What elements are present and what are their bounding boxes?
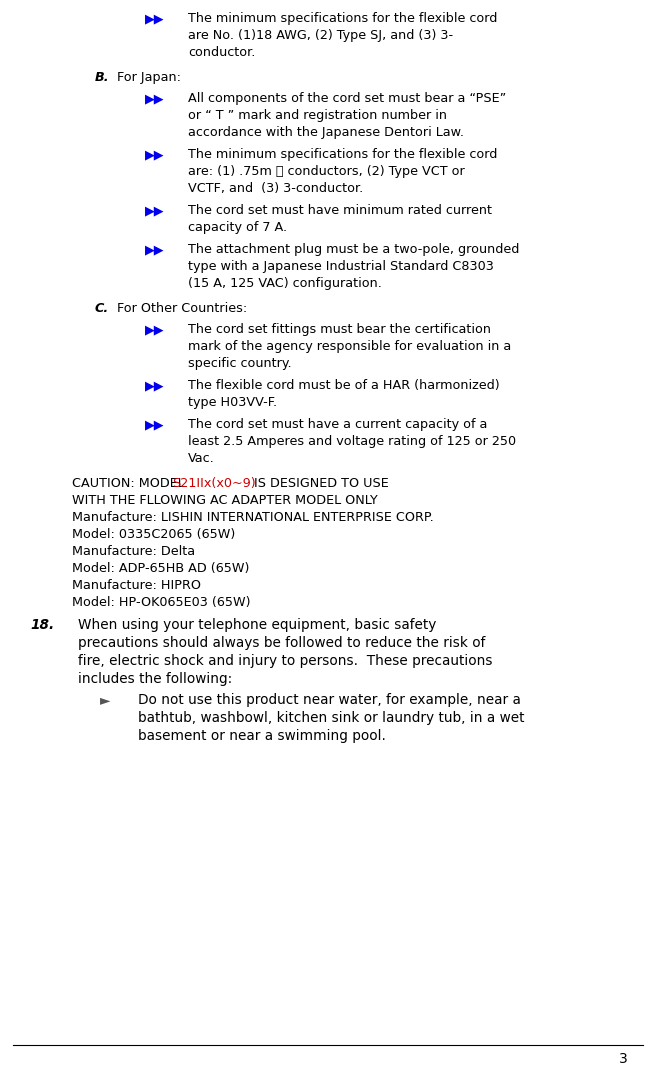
Text: are No. (1)18 AWG, (2) Type SJ, and (3) 3-: are No. (1)18 AWG, (2) Type SJ, and (3) … — [188, 29, 453, 42]
Text: fire, electric shock and injury to persons.  These precautions: fire, electric shock and injury to perso… — [78, 654, 493, 668]
Text: includes the following:: includes the following: — [78, 672, 232, 686]
Text: ▶▶: ▶▶ — [145, 92, 165, 105]
Text: or “ T ” mark and registration number in: or “ T ” mark and registration number in — [188, 109, 447, 121]
Text: Model: HP-OK065E03 (65W): Model: HP-OK065E03 (65W) — [72, 596, 251, 610]
Text: ▶▶: ▶▶ — [145, 12, 165, 25]
Text: B.: B. — [95, 71, 110, 84]
Text: Manufacture: LISHIN INTERNATIONAL ENTERPRISE CORP.: Manufacture: LISHIN INTERNATIONAL ENTERP… — [72, 511, 434, 524]
Text: WITH THE FLLOWING AC ADAPTER MODEL ONLY: WITH THE FLLOWING AC ADAPTER MODEL ONLY — [72, 494, 378, 507]
Text: For Japan:: For Japan: — [117, 71, 181, 84]
Text: ▶▶: ▶▶ — [145, 322, 165, 336]
Text: Vac.: Vac. — [188, 452, 215, 465]
Text: specific country.: specific country. — [188, 357, 292, 370]
Text: type H03VV-F.: type H03VV-F. — [188, 396, 277, 408]
Text: Manufacture: HIPRO: Manufacture: HIPRO — [72, 579, 201, 592]
Text: All components of the cord set must bear a “PSE”: All components of the cord set must bear… — [188, 92, 506, 105]
Text: The cord set must have minimum rated current: The cord set must have minimum rated cur… — [188, 204, 492, 217]
Text: 3: 3 — [619, 1052, 628, 1066]
Text: The attachment plug must be a two-pole, grounded: The attachment plug must be a two-pole, … — [188, 243, 520, 256]
Text: accordance with the Japanese Dentori Law.: accordance with the Japanese Dentori Law… — [188, 126, 464, 139]
Text: conductor.: conductor. — [188, 46, 255, 59]
Text: The minimum specifications for the flexible cord: The minimum specifications for the flexi… — [188, 12, 497, 25]
Text: type with a Japanese Industrial Standard C8303: type with a Japanese Industrial Standard… — [188, 260, 494, 273]
Text: precautions should always be followed to reduce the risk of: precautions should always be followed to… — [78, 636, 485, 650]
Text: 18.: 18. — [30, 618, 54, 632]
Text: ▶▶: ▶▶ — [145, 418, 165, 431]
Text: Do not use this product near water, for example, near a: Do not use this product near water, for … — [138, 693, 521, 707]
Text: S21IIx(x0~9): S21IIx(x0~9) — [172, 477, 256, 490]
Text: C.: C. — [95, 302, 110, 315]
Text: When using your telephone equipment, basic safety: When using your telephone equipment, bas… — [78, 618, 436, 632]
Text: basement or near a swimming pool.: basement or near a swimming pool. — [138, 729, 386, 743]
Text: ▶▶: ▶▶ — [145, 379, 165, 392]
Text: ▶▶: ▶▶ — [145, 148, 165, 161]
Text: The cord set must have a current capacity of a: The cord set must have a current capacit… — [188, 418, 487, 431]
Text: (15 A, 125 VAC) configuration.: (15 A, 125 VAC) configuration. — [188, 277, 382, 290]
Text: are: (1) .75m ㎡ conductors, (2) Type VCT or: are: (1) .75m ㎡ conductors, (2) Type VCT… — [188, 164, 464, 178]
Text: ►: ► — [100, 693, 110, 707]
Text: The flexible cord must be of a HAR (harmonized): The flexible cord must be of a HAR (harm… — [188, 379, 500, 392]
Text: mark of the agency responsible for evaluation in a: mark of the agency responsible for evalu… — [188, 340, 511, 353]
Text: Model: ADP-65HB AD (65W): Model: ADP-65HB AD (65W) — [72, 562, 249, 575]
Text: Manufacture: Delta: Manufacture: Delta — [72, 545, 195, 558]
Text: The minimum specifications for the flexible cord: The minimum specifications for the flexi… — [188, 148, 497, 161]
Text: IS DESIGNED TO USE: IS DESIGNED TO USE — [250, 477, 389, 490]
Text: ▶▶: ▶▶ — [145, 204, 165, 217]
Text: ▶▶: ▶▶ — [145, 243, 165, 256]
Text: The cord set fittings must bear the certification: The cord set fittings must bear the cert… — [188, 322, 491, 336]
Text: VCTF, and  (3) 3-conductor.: VCTF, and (3) 3-conductor. — [188, 182, 363, 195]
Text: bathtub, washbowl, kitchen sink or laundry tub, in a wet: bathtub, washbowl, kitchen sink or laund… — [138, 711, 525, 725]
Text: For Other Countries:: For Other Countries: — [117, 302, 247, 315]
Text: least 2.5 Amperes and voltage rating of 125 or 250: least 2.5 Amperes and voltage rating of … — [188, 435, 516, 448]
Text: Model: 0335C2065 (65W): Model: 0335C2065 (65W) — [72, 528, 236, 541]
Text: CAUTION: MODEL: CAUTION: MODEL — [72, 477, 189, 490]
Text: capacity of 7 A.: capacity of 7 A. — [188, 221, 287, 234]
